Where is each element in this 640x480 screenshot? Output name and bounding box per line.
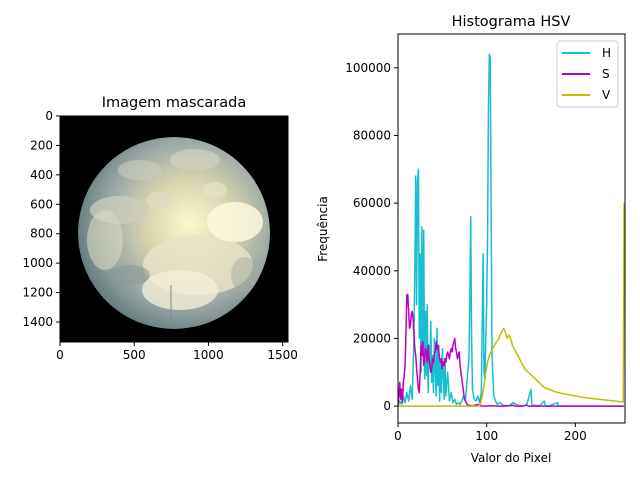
histogram-y-axis: 0 20000 40000 60000 80000 100000 (345, 61, 398, 413)
histogram-frame (397, 33, 626, 424)
legend-label-H: H (602, 46, 611, 60)
masked-image-subplot: Imagem mascarada 0 500 1000 1500 0 200 400 600… (22, 95, 297, 362)
histogram-x-axis: 0 100 200 (394, 423, 587, 443)
legend-label-V: V (602, 88, 611, 102)
image-y-tick-label-6: 1200 (22, 286, 53, 300)
histogram-y-tick-label-4: 80000 (353, 128, 391, 142)
image-y-tick-label-0: 0 (45, 109, 53, 123)
masked-image-frame (59, 115, 289, 343)
histogram-legend: HSV (556, 40, 619, 108)
series-V-line (398, 203, 625, 407)
image-y-tick-label-2: 400 (30, 168, 53, 182)
histogram-x-tick-label-1: 100 (475, 429, 498, 443)
histogram-title: Histograma HSV (452, 14, 571, 30)
histogram-y-tick-label-5: 100000 (345, 61, 391, 75)
histogram-y-tick-label-1: 20000 (353, 331, 391, 345)
histogram-x-tick-label-0: 0 (394, 429, 402, 443)
histogram-y-tick-label-2: 40000 (353, 264, 391, 278)
image-y-tick-label-4: 800 (30, 227, 53, 241)
image-y-tick-label-7: 1400 (22, 315, 53, 329)
image-x-tick-label-3: 1500 (267, 348, 298, 362)
image-x-tick-label-2: 1000 (193, 348, 224, 362)
masked-image-title: Imagem mascarada (102, 95, 247, 111)
histogram-y-tick-label-0: 0 (383, 399, 391, 413)
histogram-y-label: Frequência (316, 196, 330, 262)
image-y-tick-label-5: 1000 (22, 256, 53, 270)
sky-photo (78, 137, 270, 329)
image-x-tick-label-0: 0 (56, 348, 64, 362)
image-x-tick-label-1: 500 (123, 348, 146, 362)
image-y-tick-label-1: 200 (30, 138, 53, 152)
legend-label-S: S (602, 67, 610, 81)
masked-image-y-axis: 0 200 400 600 800 1000 1200 1400 (22, 109, 60, 329)
hsv-histogram-subplot: Histograma HSV 0 100 200 0 20000 40000 60000 8… (316, 14, 626, 465)
image-y-tick-label-3: 600 (30, 197, 53, 211)
histogram-series-group (398, 53, 625, 407)
histogram-x-label: Valor do Pixel (471, 451, 552, 465)
histogram-y-tick-label-3: 60000 (353, 196, 391, 210)
masked-image-x-axis: 0 500 1000 1500 (56, 342, 298, 362)
histogram-x-tick-label-2: 200 (564, 429, 587, 443)
